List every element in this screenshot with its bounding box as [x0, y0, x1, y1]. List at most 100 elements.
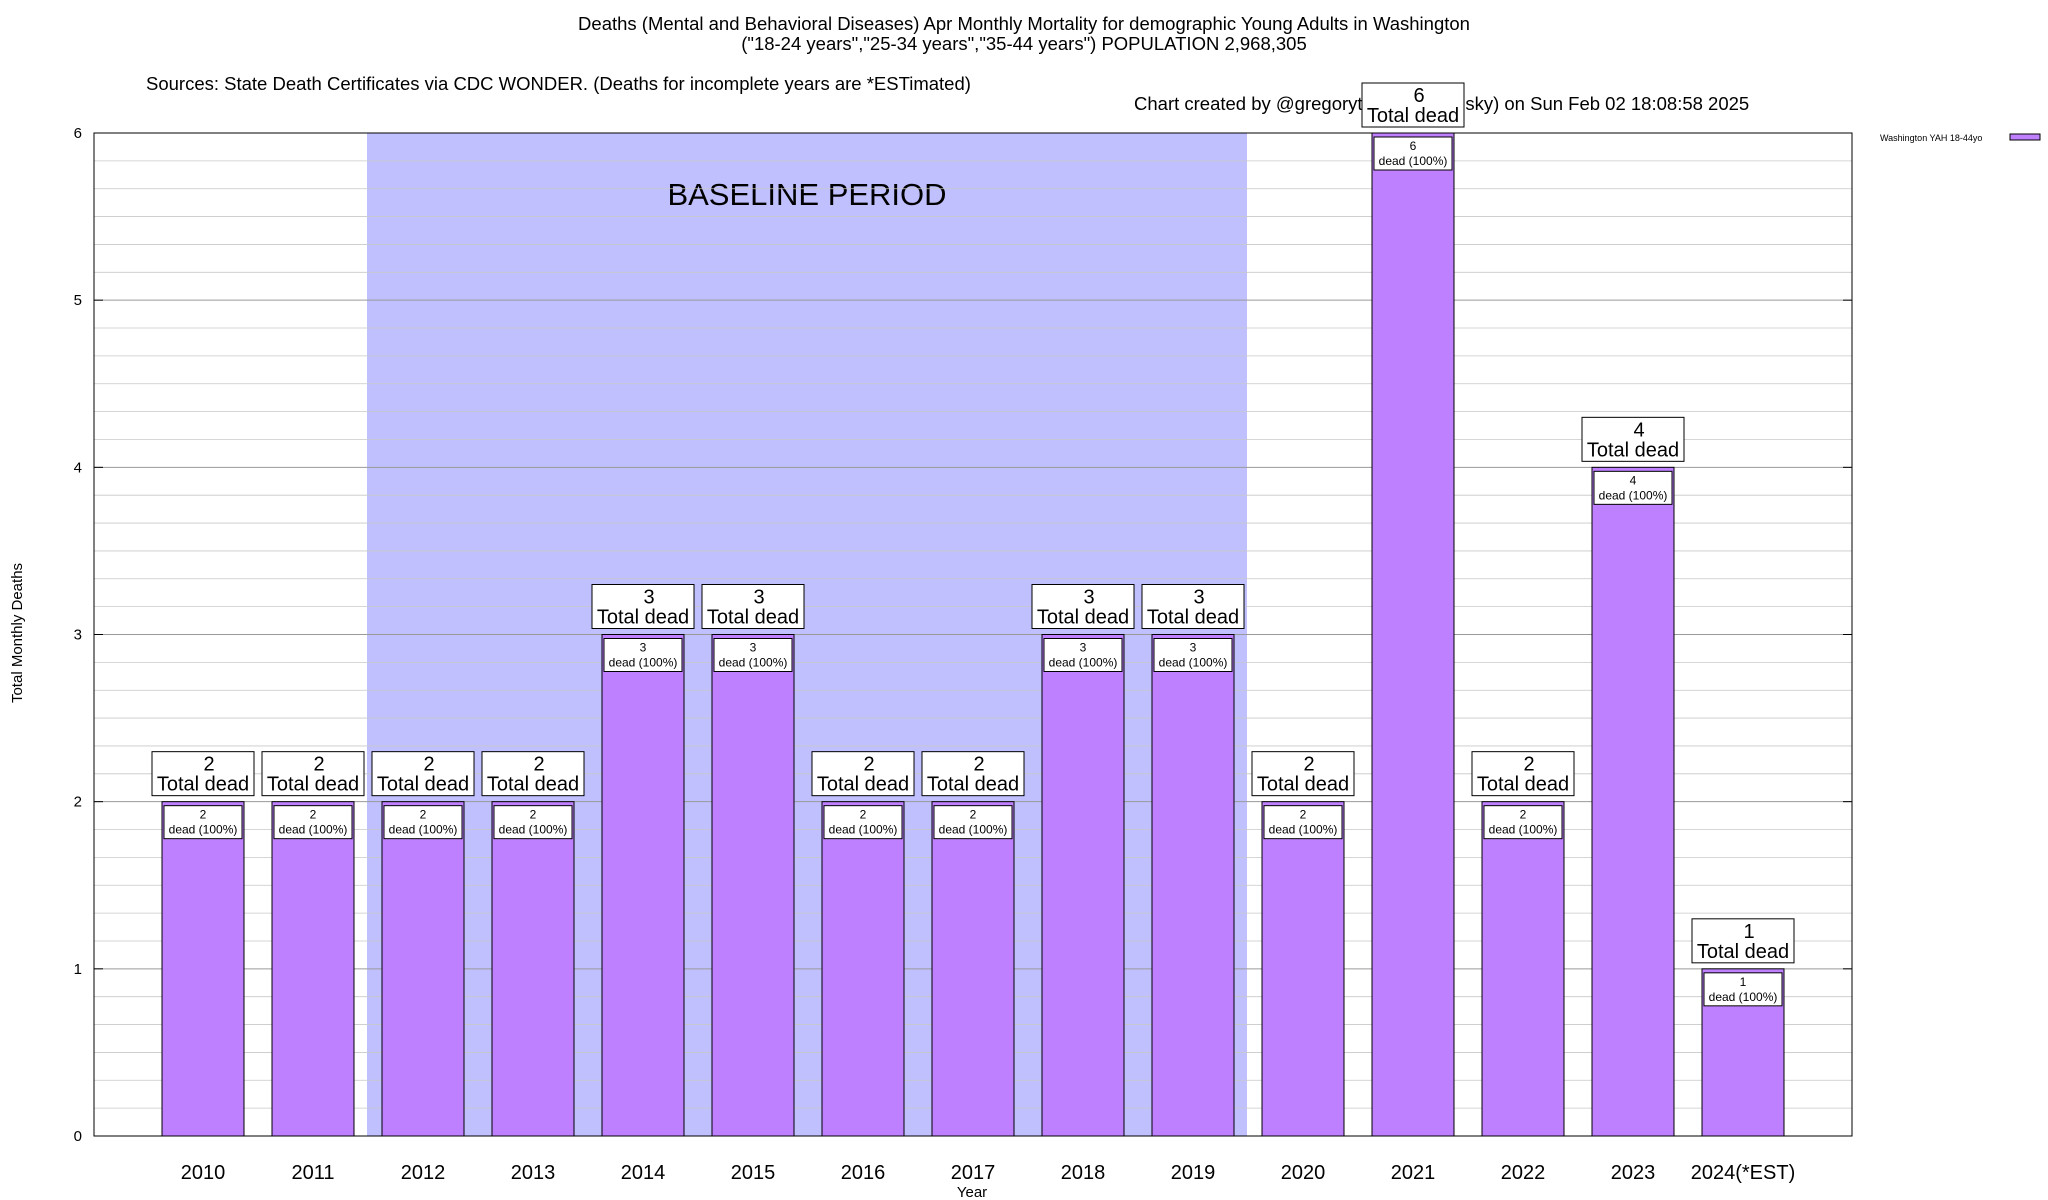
bar-inner-label-box	[1703, 972, 1783, 1007]
bar	[821, 801, 905, 1137]
legend-label: Washington YAH 18-44yo	[1880, 133, 1982, 143]
bar-total-value-label: 2	[973, 754, 984, 776]
x-tick-label: 2011	[291, 1162, 334, 1184]
bar-total-label-box	[811, 751, 915, 797]
bar-total-value-label: 2	[423, 754, 434, 776]
bar-total-value-label: 2	[1523, 754, 1534, 776]
bar-inner-percent-label: dead (100%)	[1269, 823, 1338, 837]
chart-subtitle: Sources: State Death Certificates via CD…	[0, 54, 2048, 114]
x-tick-label: 2018	[1061, 1162, 1106, 1184]
bar-total-text-label: Total dead	[707, 607, 799, 629]
y-tick-label: 4	[74, 459, 82, 476]
y-tick-label: 1	[74, 961, 82, 978]
x-tick-label: 2014	[621, 1162, 666, 1184]
bar-total-label-box	[1471, 751, 1575, 797]
bar-total-value-label: 3	[753, 587, 764, 609]
bar-inner-percent-label: dead (100%)	[1049, 656, 1118, 670]
bar-inner-percent-label: dead (100%)	[279, 823, 348, 837]
bar-inner-value-label: 2	[970, 808, 977, 822]
bar	[1261, 801, 1345, 1137]
bar-inner-percent-label: dead (100%)	[169, 823, 238, 837]
bar-total-text-label: Total dead	[1367, 105, 1459, 127]
bar-inner-value-label: 2	[420, 808, 427, 822]
bar	[931, 801, 1015, 1137]
bar-total-text-label: Total dead	[487, 774, 579, 796]
legend-swatch	[2009, 133, 2041, 141]
bar-inner-value-label: 3	[1190, 641, 1197, 655]
bar-inner-value-label: 4	[1630, 473, 1637, 487]
y-tick-label: 5	[74, 292, 82, 309]
bar-total-label-box	[921, 751, 1025, 797]
bar-inner-value-label: 2	[200, 808, 207, 822]
bar-inner-value-label: 6	[1410, 139, 1417, 153]
bar-total-value-label: 2	[203, 754, 214, 776]
bar-inner-label-box	[1593, 470, 1673, 505]
bar-inner-value-label: 2	[310, 808, 317, 822]
x-tick-label: 2017	[951, 1162, 996, 1184]
bar-inner-label-box	[1263, 805, 1343, 840]
bar-inner-percent-label: dead (100%)	[499, 823, 568, 837]
x-tick-label: 2016	[841, 1162, 886, 1184]
y-tick-label: 3	[74, 627, 82, 644]
chart-credit: Chart created by @gregorytravis.com (Bsk…	[1134, 93, 1750, 114]
bar-inner-percent-label: dead (100%)	[829, 823, 898, 837]
bar-inner-percent-label: dead (100%)	[719, 656, 788, 670]
bar-total-text-label: Total dead	[927, 774, 1019, 796]
bar-total-value-label: 2	[1303, 754, 1314, 776]
bar-inner-label-box	[1153, 638, 1233, 672]
y-tick-label: 6	[74, 125, 82, 142]
bar-total-label-box	[1031, 584, 1135, 629]
bar-total-label-box	[591, 584, 695, 629]
bar-total-label-box	[1581, 416, 1685, 462]
bar-inner-value-label: 2	[1520, 808, 1527, 822]
bar-inner-label-box	[603, 638, 683, 672]
bar-inner-label-box	[1483, 805, 1563, 840]
bar-inner-label-box	[383, 805, 463, 840]
chart-sources: Sources: State Death Certificates via CD…	[146, 73, 971, 94]
bar-total-text-label: Total dead	[1147, 607, 1239, 629]
bar-total-value-label: 2	[313, 754, 324, 776]
x-tick-label: 2024(*EST)	[1691, 1162, 1796, 1184]
bar-inner-label-box	[493, 805, 573, 840]
bar-total-label-box	[371, 751, 475, 797]
bar-total-label-box	[1251, 751, 1355, 797]
bar	[271, 801, 355, 1137]
y-tick-label: 0	[74, 1128, 82, 1145]
bar-inner-label-box	[823, 805, 903, 840]
bar-total-text-label: Total dead	[157, 774, 249, 796]
bar-total-label-box	[151, 751, 255, 797]
bar-inner-percent-label: dead (100%)	[1159, 656, 1228, 670]
bar-total-text-label: Total dead	[817, 774, 909, 796]
bar-total-value-label: 2	[533, 754, 544, 776]
bar-inner-value-label: 3	[640, 641, 647, 655]
bar-total-value-label: 3	[1193, 587, 1204, 609]
bar-inner-percent-label: dead (100%)	[389, 823, 458, 837]
bar-inner-value-label: 2	[1300, 808, 1307, 822]
bar	[1591, 466, 1675, 1137]
bar-inner-percent-label: dead (100%)	[1489, 823, 1558, 837]
x-tick-label: 2019	[1171, 1162, 1216, 1184]
baseline-label: BASELINE PERIOD	[667, 177, 946, 212]
bar-total-label-box	[1361, 82, 1465, 128]
bar-inner-percent-label: dead (100%)	[939, 823, 1008, 837]
bar	[601, 634, 685, 1137]
bar	[491, 801, 575, 1137]
y-axis-title: Total Monthly Deaths	[9, 563, 26, 703]
bar-inner-value-label: 3	[750, 641, 757, 655]
bar-inner-percent-label: dead (100%)	[1709, 990, 1778, 1004]
y-tick-label: 2	[74, 794, 82, 811]
bar-total-text-label: Total dead	[1257, 774, 1349, 796]
bar-total-text-label: Total dead	[1477, 774, 1569, 796]
bar-total-value-label: 3	[643, 587, 654, 609]
bar-inner-value-label: 3	[1080, 641, 1087, 655]
x-tick-label: 2013	[511, 1162, 556, 1184]
bar-inner-label-box	[713, 638, 793, 672]
bar-total-text-label: Total dead	[1697, 941, 1789, 963]
x-tick-label: 2015	[731, 1162, 776, 1184]
bar-total-value-label: 2	[863, 754, 874, 776]
bar-inner-value-label: 2	[860, 808, 867, 822]
bar-inner-value-label: 1	[1740, 975, 1747, 989]
bar-total-value-label: 4	[1633, 419, 1644, 441]
